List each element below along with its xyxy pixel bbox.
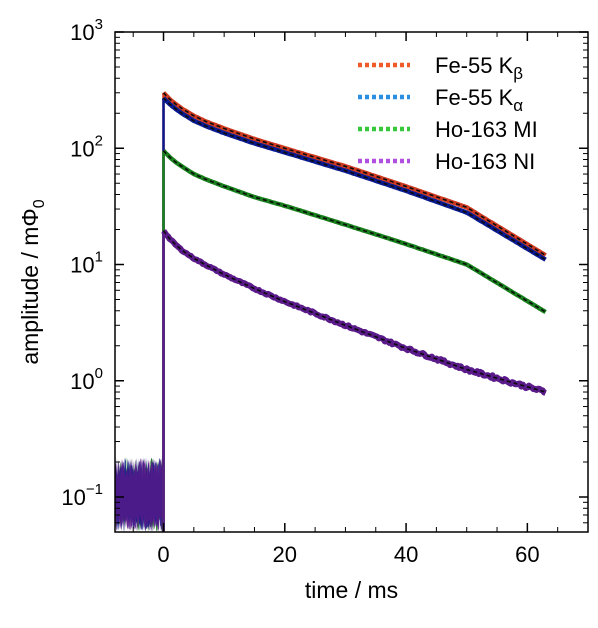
y-tick-label: 10−1: [61, 481, 103, 510]
legend-entry-3: Ho-163 NI: [435, 149, 535, 174]
series-data-3: [161, 229, 547, 396]
x-axis-label: time / ms: [305, 577, 398, 603]
x-tick-label: 40: [394, 542, 418, 567]
series-fit-3: [162, 230, 546, 393]
legend-entry-1: Fe-55 Kα: [435, 85, 523, 115]
y-axis-label-main: amplitude / m: [17, 227, 43, 365]
x-tick-label: 0: [157, 542, 169, 567]
y-axis-label-symbol: Φ: [17, 208, 43, 226]
x-tick-label: 20: [273, 542, 297, 567]
legend-entry-0: Fe-55 Kβ: [435, 53, 523, 83]
x-tick-label: 60: [515, 542, 539, 567]
y-tick-label: 101: [70, 249, 103, 278]
y-tick-label: 102: [70, 132, 103, 161]
baseline-noise: [115, 457, 164, 532]
series-fit-0: [162, 92, 547, 256]
series-fit-2: [162, 150, 547, 313]
axes: 0 20 40 60 10−1 100 101 102 103: [61, 16, 589, 567]
plot-area: [115, 91, 547, 532]
y-tick-label: 103: [70, 16, 103, 45]
series-group: [115, 91, 547, 532]
series-fit-1: [162, 97, 547, 261]
y-tick-label: 100: [70, 365, 103, 394]
legend-entry-2: Ho-163 MI: [435, 117, 538, 142]
y-axis-label: amplitude / mΦ0: [17, 199, 48, 364]
plot-frame: [114, 31, 589, 533]
y-axis-label-sub: 0: [31, 199, 48, 208]
